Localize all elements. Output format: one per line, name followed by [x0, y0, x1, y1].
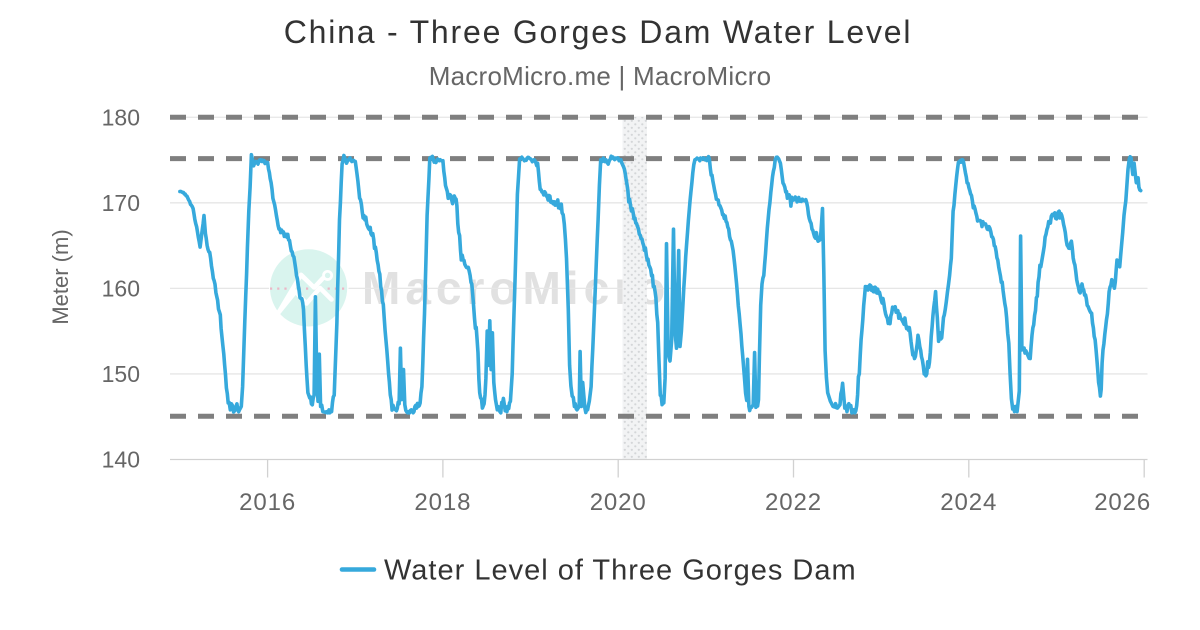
- svg-text:2020: 2020: [590, 489, 647, 516]
- svg-text:China - Three Gorges Dam Water: China - Three Gorges Dam Water Level: [284, 14, 913, 50]
- svg-text:MacroMicro.me | MacroMicro: MacroMicro.me | MacroMicro: [429, 61, 772, 91]
- svg-text:160: 160: [102, 275, 140, 301]
- svg-text:2026: 2026: [1094, 489, 1151, 516]
- svg-text:170: 170: [102, 190, 140, 216]
- svg-text:150: 150: [102, 361, 140, 387]
- svg-text:2016: 2016: [239, 489, 296, 516]
- svg-text:2022: 2022: [765, 489, 822, 516]
- svg-text:Meter (m): Meter (m): [48, 229, 73, 324]
- svg-text:2018: 2018: [414, 489, 471, 516]
- svg-text:180: 180: [102, 104, 140, 130]
- svg-text:Water Level of Three Gorges Da: Water Level of Three Gorges Dam: [384, 555, 857, 587]
- svg-text:2024: 2024: [940, 489, 997, 516]
- svg-text:140: 140: [102, 447, 140, 473]
